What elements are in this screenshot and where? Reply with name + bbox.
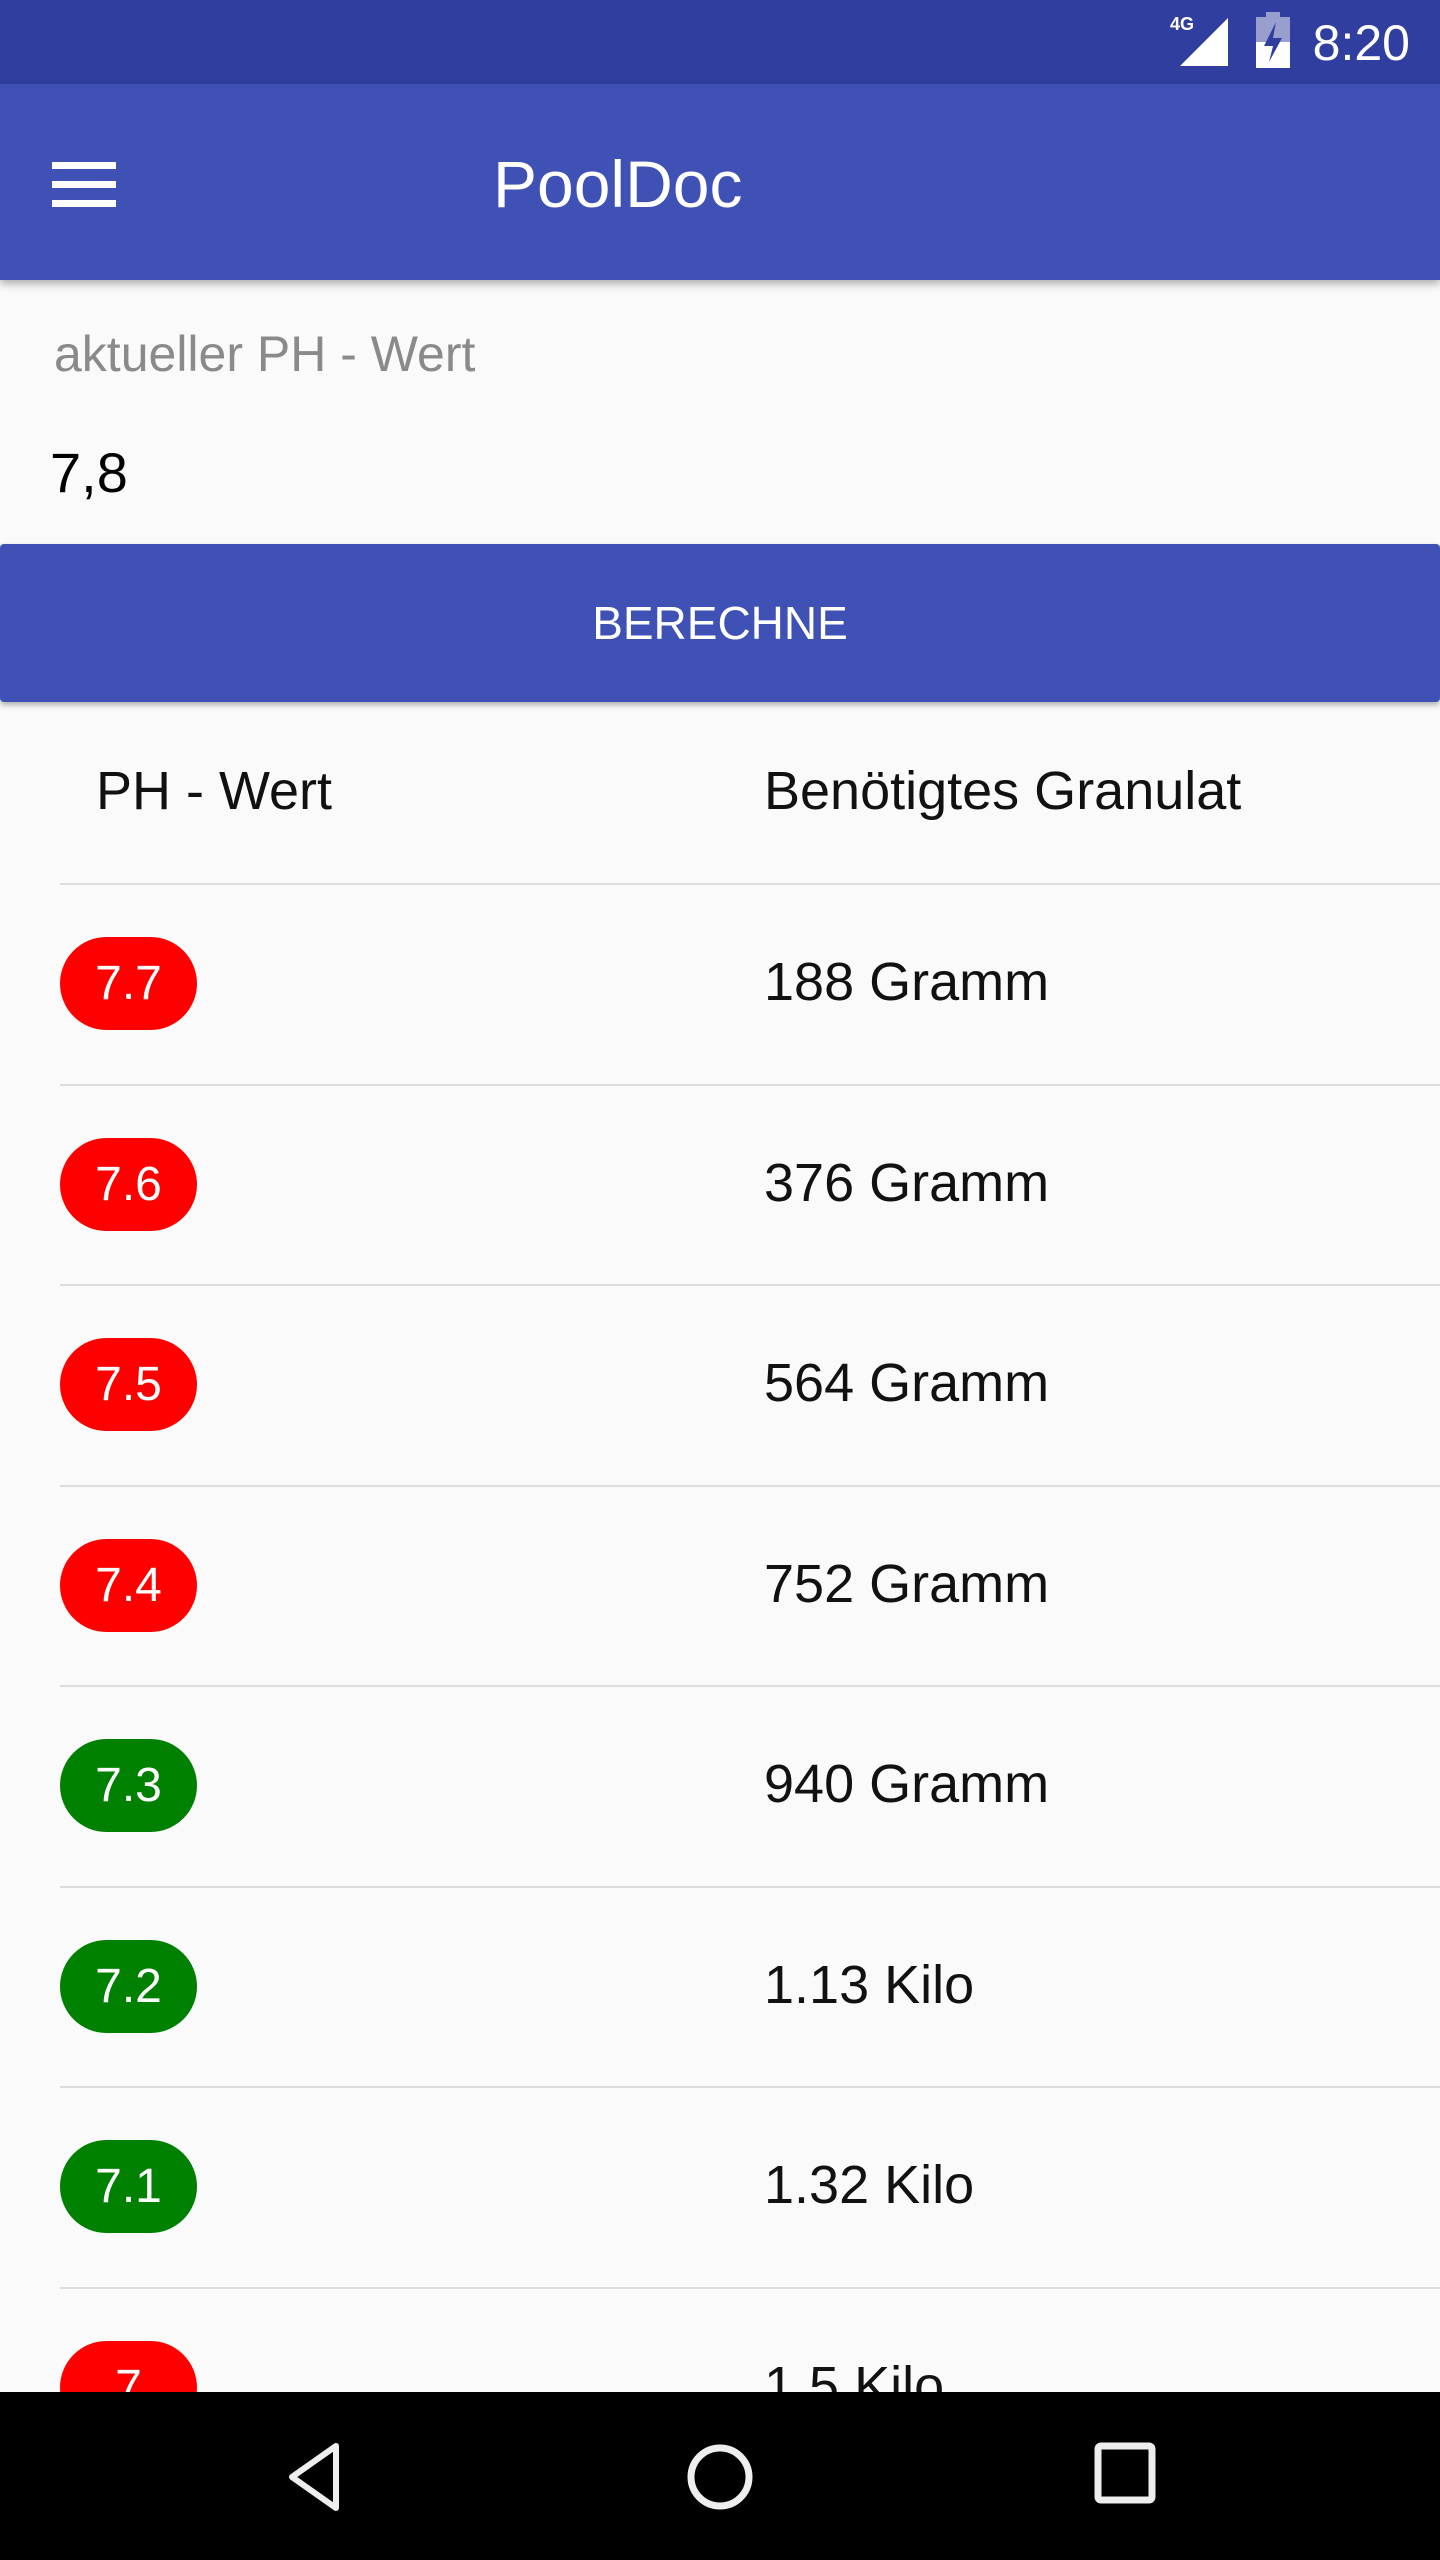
ph-badge: 7.4	[60, 1538, 197, 1632]
ph-input-field[interactable]: 7,8	[50, 441, 128, 504]
ph-badge: 7.1	[60, 2140, 197, 2233]
row-divider	[60, 1083, 1440, 1086]
ph-badge: 7.3	[60, 1739, 197, 1832]
table-row: 7.3 940 Gramm	[0, 1685, 1440, 1885]
row-divider	[60, 1685, 1440, 1687]
granulate-amount: 1.13 Kilo	[764, 1954, 975, 2015]
ph-badge: 7.6	[60, 1137, 197, 1231]
granulate-amount: 1.32 Kilo	[764, 2155, 975, 2215]
granulate-amount: 940 Gramm	[764, 1754, 1050, 1814]
row-divider	[60, 2086, 1440, 2088]
row-divider	[60, 883, 1440, 885]
clock: 8:20	[1312, 15, 1410, 71]
status-bar: 4G 8:20	[0, 0, 1440, 84]
navigation-bar	[0, 2392, 1440, 2560]
granulate-amount: 188 Gramm	[764, 952, 1050, 1012]
home-icon[interactable]	[685, 2442, 755, 2512]
table-row: 7.7 188 Gramm	[0, 883, 1440, 1083]
ph-badge: 7.7	[60, 937, 197, 1030]
ph-badge: 7.2	[60, 1939, 197, 2033]
table-row: 7.6 376 Gramm	[0, 1083, 1440, 1284]
ph-badge: 7.5	[60, 1338, 197, 1431]
row-divider	[60, 1885, 1440, 1888]
row-divider	[60, 2286, 1440, 2289]
back-icon[interactable]	[284, 2442, 344, 2512]
column-header-ph: PH - Wert	[96, 761, 333, 821]
table-row: 7.4 752 Gramm	[0, 1484, 1440, 1685]
svg-text:4G: 4G	[1170, 14, 1194, 34]
app-title: PoolDoc	[493, 147, 743, 221]
table-row: 7.1 1.32 Kilo	[0, 2086, 1440, 2286]
app-bar: PoolDoc	[0, 84, 1440, 280]
table-row: 7.2 1.13 Kilo	[0, 1885, 1440, 2086]
signal-4g-icon: 4G	[1170, 14, 1228, 66]
row-divider	[60, 1484, 1440, 1487]
column-header-granulate: Benötigtes Granulat	[764, 761, 1242, 821]
battery-charging-icon	[1256, 12, 1290, 68]
recents-icon[interactable]	[1094, 2442, 1156, 2504]
row-divider	[60, 1284, 1440, 1286]
table-row: 7.5 564 Gramm	[0, 1284, 1440, 1484]
calculate-button[interactable]: BERECHNE	[0, 544, 1440, 702]
granulate-amount: 752 Gramm	[764, 1553, 1050, 1614]
hamburger-menu-icon[interactable]	[52, 162, 116, 207]
granulate-amount: 376 Gramm	[764, 1152, 1050, 1213]
granulate-amount: 564 Gramm	[764, 1353, 1050, 1413]
ph-input-label: aktueller PH - Wert	[54, 326, 476, 382]
